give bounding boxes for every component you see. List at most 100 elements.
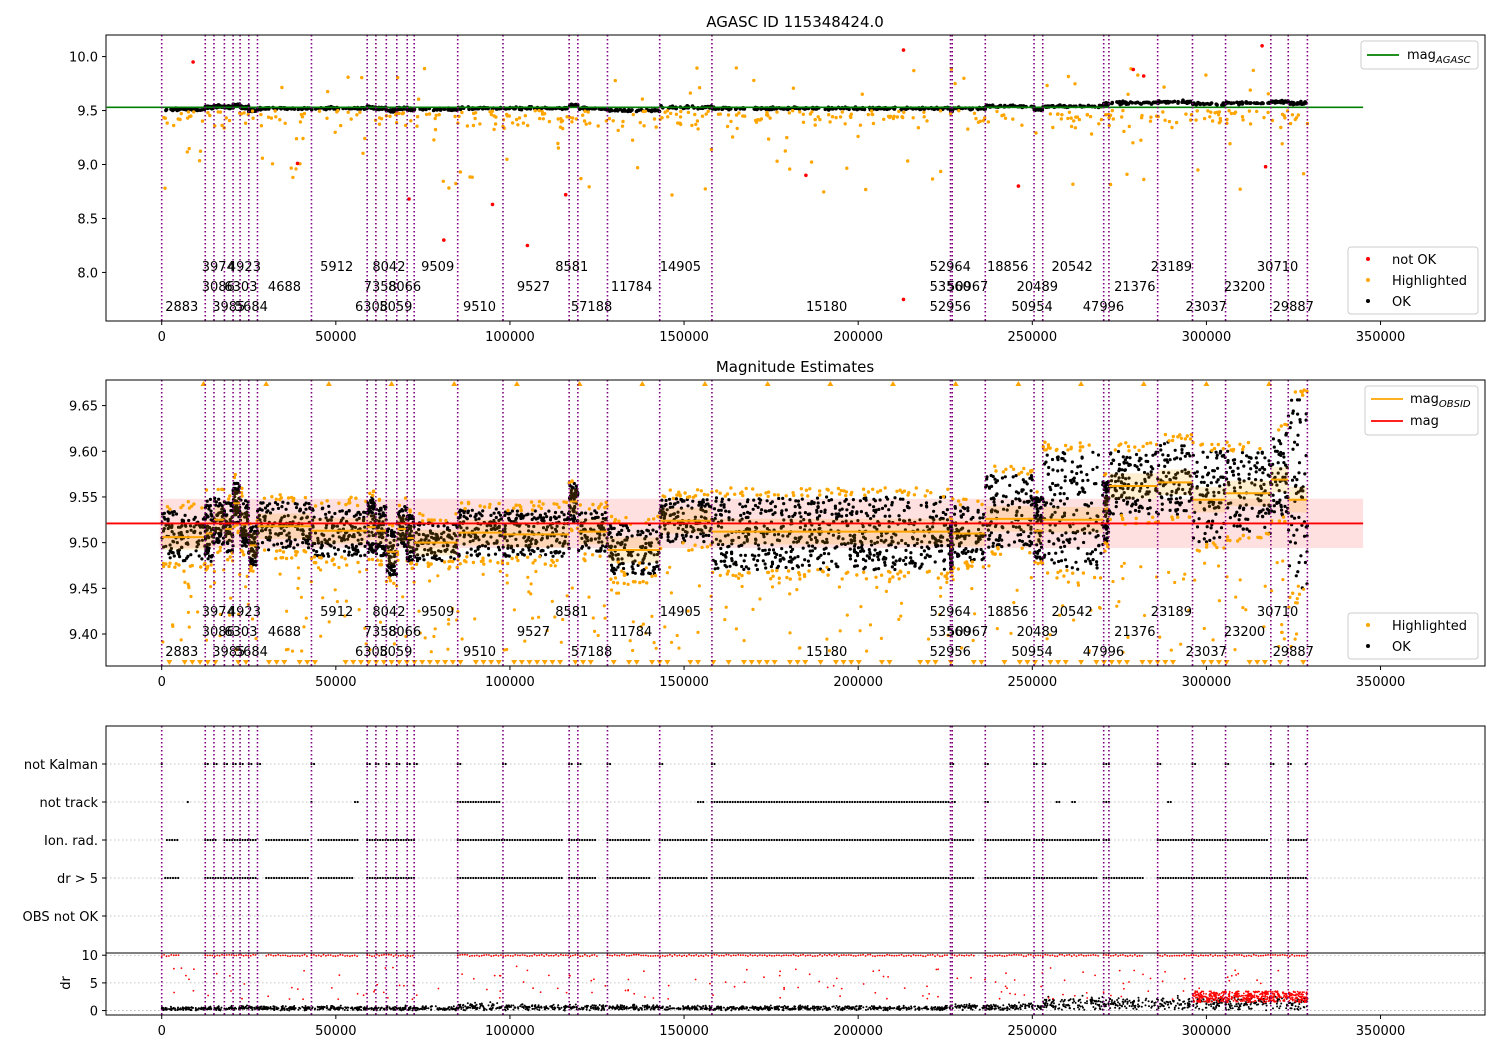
p2-highlighted-point [465,555,469,559]
p1-highlighted-point [333,130,337,134]
p2-highlighted-point [699,489,703,493]
p2-ok-point [514,517,518,522]
p2-highlighted-point [876,490,880,494]
p1-highlighted-point [974,116,978,121]
p2-highlighted-point [286,496,291,500]
p2-ok-point [249,526,253,530]
p1-highlighted-point [1131,141,1135,145]
p2-ok-point [169,546,173,551]
p2-xtick-label: 250000 [1007,675,1057,690]
p2-ok-point [526,512,530,516]
p2-ok-point [752,557,756,561]
p2-ok-point [647,562,651,566]
p1-highlighted-point [1107,116,1111,120]
p2-ok-point [925,505,929,509]
p2-highlighted-point [302,549,306,553]
p2-highlighted-point [785,575,789,580]
p1-highlighted-point [570,116,575,120]
p1-ok-point [1291,102,1296,106]
p2-ok-point [522,553,526,557]
p1-highlighted-point [400,112,405,116]
p2-ok-point [562,551,566,555]
p2-highlighted-point [378,563,382,567]
p2-ok-point [784,565,788,570]
p2-ok-point [204,525,208,529]
p2-highlighted-point [683,491,687,495]
p2-highlighted-point [582,557,586,561]
p2-highlighted-point [687,548,691,553]
p1-highlighted-point [453,114,457,119]
p2-ok-point [391,572,395,577]
p1-ok-point [517,107,522,112]
p1-highlighted-point [1121,108,1125,113]
p1-highlighted-point [433,116,437,121]
p2-ok-point [819,509,823,514]
p1-highlighted-point [259,112,263,117]
p2-highlighted-point [531,561,535,565]
p1-highlighted-point [1162,85,1166,89]
p2-ok-point [891,555,895,559]
p2-ok-point [851,498,856,502]
p2-ok-point [185,530,189,534]
p1-highlighted-point [1072,119,1076,123]
p2-ok-point [848,557,853,561]
p2-ok-point [603,510,608,515]
p1-highlighted-point [665,109,670,113]
p2-ok-point [734,560,738,564]
p2-ok-point [589,512,593,516]
p2-highlighted-point [312,555,317,559]
p2-ok-point [598,549,602,553]
p2-highlighted-point [262,496,267,500]
p1-obsid-label: 9510 [463,300,496,315]
p2-ok-point [713,559,718,564]
p2-ok-point [536,516,540,520]
p1-highlighted-point [471,123,476,128]
p2-highlighted-point [284,556,289,561]
p2-ok-point [333,552,337,556]
p2-highlighted-point [290,556,294,560]
p2-highlighted-point [702,492,707,497]
p2-highlighted-point [233,472,237,477]
p2-ok-point [884,495,889,499]
p1-ok-point [1139,102,1143,106]
p2-highlighted-point [344,502,348,507]
p2-ok-point [185,556,189,560]
p2-ok-point [306,542,311,546]
p1-highlighted-point [1071,182,1075,186]
p2-ok-point [904,562,908,566]
p1-highlighted-point [995,109,999,114]
p1-highlighted-point [916,126,921,130]
p2-ok-point [877,507,881,511]
p2-ok-point [807,563,811,568]
p2-ok-point [195,545,199,549]
p2-ok-point [228,518,232,522]
p2-ok-point [771,548,776,552]
p1-highlighted-point [693,112,697,117]
p2-ok-point [166,510,170,514]
p2-highlighted-point [414,562,419,566]
p2-highlighted-point [479,559,484,564]
p2-ok-point [244,499,248,503]
p2-highlighted-point [444,518,448,523]
p2-ok-point [616,565,620,569]
p1-highlighted-point [540,112,545,116]
p2-ok-point [197,539,201,543]
p2-ok-point [824,546,828,550]
p2-ok-point [878,498,882,502]
p2-highlighted-point [874,575,878,579]
p2-ok-point [601,544,605,548]
p1-legend-label: not OK [1392,253,1437,268]
p1-ok-point [1118,101,1122,105]
p2-highlighted-point [514,555,519,559]
p2-ok-point [625,526,630,530]
p2-highlighted-point [570,528,574,533]
p2-ok-point [545,515,549,519]
p1-highlighted-point [976,120,981,124]
p2-highlighted-point [463,507,467,511]
p2-ok-point [976,510,980,514]
p1-highlighted-point [1127,124,1132,129]
p2-highlighted-point [177,563,181,567]
p2-ok-point [873,548,877,552]
p2-highlighted-point [173,565,177,569]
p2-ok-point [766,552,770,556]
